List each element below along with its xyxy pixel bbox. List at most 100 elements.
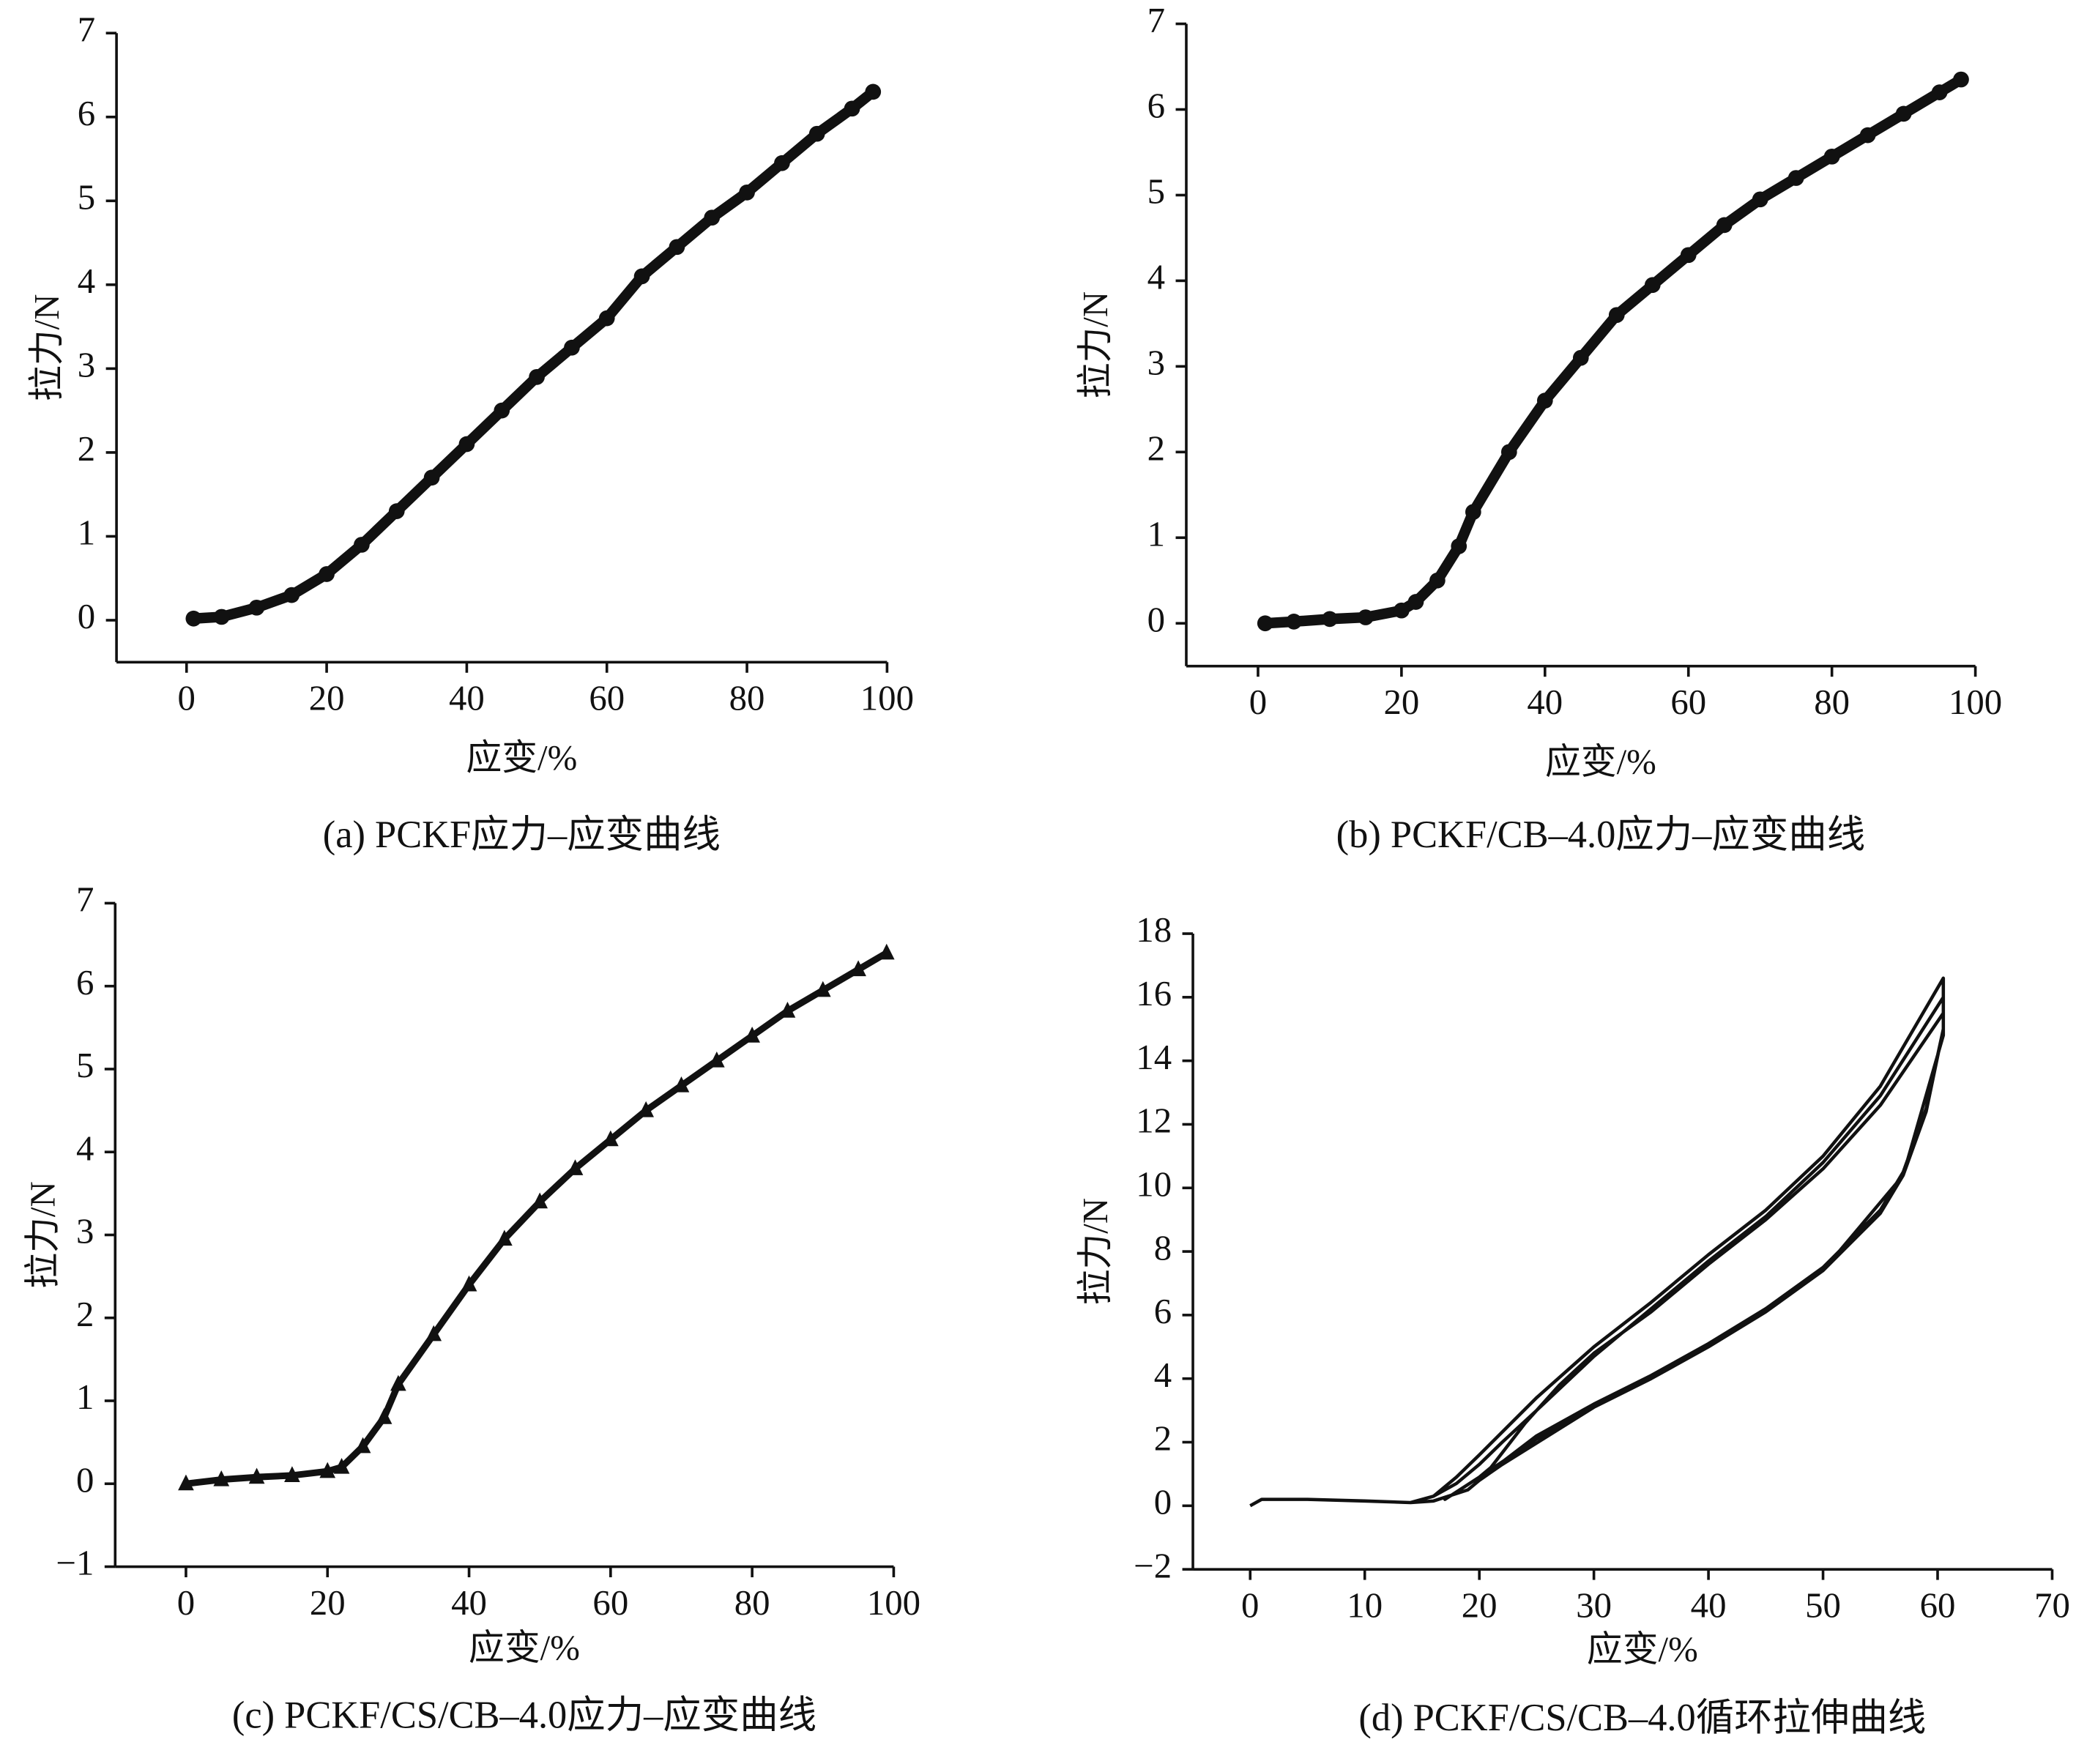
- x-tick-label: 40: [1527, 682, 1563, 722]
- data-point: [1451, 538, 1467, 554]
- y-tick-label: 5: [76, 1045, 94, 1085]
- y-tick-label: 2: [76, 1294, 94, 1334]
- data-point: [354, 537, 370, 553]
- data-point: [248, 599, 265, 616]
- data-point: [774, 155, 790, 171]
- data-point: [598, 310, 615, 327]
- chart-caption: (d) PCKF/CS/CB–4.0循环拉伸曲线: [1358, 1697, 1926, 1739]
- data-line: [1265, 75, 1964, 629]
- data-point: [564, 339, 580, 356]
- chart-caption: (c) PCKF/CS/CB–4.0应力–应变曲线: [232, 1694, 816, 1737]
- x-axis-label: 应变/%: [466, 737, 577, 778]
- data-point: [461, 1275, 477, 1292]
- data-line: [193, 87, 877, 624]
- x-tick-label: 40: [451, 1582, 487, 1623]
- data-line: [185, 950, 889, 1487]
- y-tick-label: 7: [1147, 0, 1165, 40]
- data-point: [850, 960, 866, 977]
- data-point: [319, 1462, 336, 1478]
- y-tick-label: 12: [1136, 1101, 1172, 1141]
- y-tick-label: 3: [1147, 343, 1165, 383]
- data-point: [1429, 572, 1446, 589]
- y-tick-label: 2: [78, 428, 95, 469]
- y-tick-label: 4: [76, 1128, 94, 1168]
- x-tick-label: 80: [1814, 682, 1850, 722]
- data-point: [178, 1474, 194, 1491]
- x-tick-label: 0: [1241, 1585, 1259, 1626]
- data-point: [633, 268, 650, 285]
- data-point: [458, 436, 475, 453]
- y-axis-label: 拉力/N: [26, 294, 67, 401]
- data-point: [878, 943, 895, 960]
- data-point: [814, 980, 831, 997]
- x-tick-label: 80: [729, 678, 765, 718]
- data-point: [567, 1159, 584, 1175]
- data-point: [739, 184, 755, 201]
- data-point: [248, 1467, 265, 1484]
- data-point: [1953, 71, 1969, 88]
- data-point: [1500, 444, 1517, 461]
- y-tick-label: 1: [76, 1377, 94, 1417]
- data-point: [779, 1002, 796, 1018]
- data-point: [185, 610, 202, 627]
- data-point: [1859, 127, 1876, 144]
- x-tick-label: 60: [592, 1582, 628, 1623]
- y-tick-label: 1: [1147, 513, 1165, 554]
- y-tick-label: 2: [1154, 1418, 1172, 1459]
- y-tick-label: −1: [56, 1543, 94, 1583]
- data-point: [1931, 84, 1948, 100]
- data-point: [808, 125, 825, 142]
- y-tick-label: 1: [78, 513, 95, 553]
- x-tick-label: 20: [1462, 1585, 1498, 1626]
- y-tick-label: 16: [1136, 973, 1172, 1013]
- y-tick-label: 3: [76, 1211, 94, 1251]
- x-tick-label: 80: [734, 1582, 770, 1623]
- data-point: [1716, 217, 1733, 234]
- data-point: [1644, 277, 1661, 294]
- data-point: [1286, 614, 1302, 630]
- data-point: [283, 587, 300, 603]
- data-point: [213, 609, 230, 625]
- chart-caption: (b) PCKF/CB–4.0应力–应变曲线: [1336, 814, 1865, 856]
- data-point: [1680, 247, 1697, 264]
- y-tick-label: 18: [1136, 909, 1172, 950]
- data-point: [638, 1101, 655, 1117]
- data-point: [708, 1051, 725, 1068]
- data-point: [532, 1192, 548, 1209]
- y-tick-label: 4: [1154, 1355, 1172, 1395]
- x-tick-label: 60: [1920, 1585, 1956, 1626]
- data-point: [376, 1407, 392, 1424]
- x-tick-label: 0: [178, 678, 196, 718]
- data-point: [673, 1076, 690, 1093]
- data-point: [388, 503, 405, 519]
- x-tick-label: 20: [310, 1582, 346, 1623]
- x-tick-label: 30: [1576, 1585, 1612, 1626]
- data-point: [319, 566, 335, 582]
- data-point: [1752, 191, 1768, 208]
- x-tick-label: 20: [309, 678, 345, 718]
- data-point: [1572, 349, 1589, 366]
- x-tick-label: 60: [589, 678, 625, 718]
- x-tick-label: 60: [1670, 682, 1706, 722]
- y-tick-label: 6: [76, 962, 94, 1002]
- y-tick-label: −2: [1134, 1545, 1172, 1585]
- y-tick-label: 6: [78, 93, 95, 133]
- x-tick-label: 20: [1383, 682, 1419, 722]
- x-axis-label: 应变/%: [1587, 1629, 1698, 1669]
- data-point: [1358, 609, 1374, 625]
- y-axis-label: 拉力/N: [1075, 291, 1115, 398]
- y-tick-label: 0: [1147, 599, 1165, 639]
- data-point: [1257, 615, 1273, 632]
- data-point: [1608, 307, 1625, 324]
- x-tick-label: 100: [867, 1582, 920, 1623]
- data-line: [1249, 976, 1946, 1508]
- data-point: [602, 1130, 619, 1147]
- x-tick-label: 50: [1805, 1585, 1841, 1626]
- y-tick-label: 14: [1136, 1037, 1172, 1077]
- y-axis-label: 拉力/N: [1075, 1198, 1115, 1305]
- data-point: [496, 1229, 513, 1246]
- y-tick-label: 7: [76, 879, 94, 920]
- y-tick-label: 4: [78, 261, 95, 301]
